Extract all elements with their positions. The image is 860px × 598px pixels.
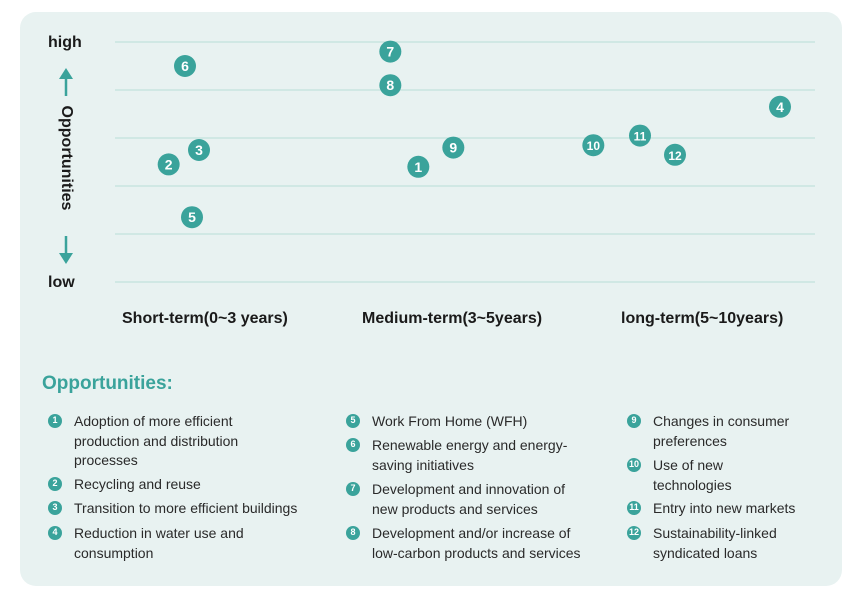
legend-number-badge: 8: [346, 526, 360, 540]
x-category-short: Short-term(0~3 years): [122, 310, 288, 327]
data-point-9: 9: [442, 136, 465, 159]
legend-number-badge: 11: [627, 501, 641, 515]
data-point-10: 10: [582, 134, 605, 157]
legend-item-4: 4 Reduction in water use and consumption: [48, 524, 244, 563]
legend-number-badge: 6: [346, 438, 360, 452]
data-point-marker: [174, 55, 196, 77]
data-point-marker: [181, 206, 203, 229]
x-category-medium: Medium-term(3~5years): [362, 310, 543, 327]
data-point-label: 6: [181, 58, 189, 74]
data-point-label: 4: [776, 99, 784, 115]
x-category-long: long-term(5~10years): [621, 310, 784, 327]
legend-item-10: 10 Use of new technologies: [627, 456, 732, 495]
legend-number-badge: 1: [48, 414, 62, 428]
legend-number-badge: 12: [627, 526, 641, 540]
legend-item-text: Renewable energy and energy- saving init…: [372, 437, 568, 473]
chart-panel: [20, 12, 842, 586]
legend-item-6: 6 Renewable energy and energy- saving ini…: [346, 436, 567, 475]
data-point-label: 10: [587, 139, 601, 153]
y-axis-title: Opportunities: [58, 105, 75, 211]
data-point-5: 5: [181, 206, 203, 229]
data-point-marker: [769, 95, 791, 118]
data-point-marker: [157, 153, 180, 176]
arrow-down-icon: [59, 253, 73, 264]
legend-number-badge: 5: [346, 414, 360, 428]
legend-number-badge: 4: [48, 526, 62, 540]
legend-number-badge: 7: [346, 482, 360, 496]
data-point-label: 12: [668, 149, 682, 163]
legend-item-11: 11 Entry into new markets: [627, 499, 795, 519]
legend-item-text: Adoption of more efficient production an…: [74, 413, 239, 468]
legend-item-2: 2 Recycling and reuse: [48, 475, 201, 495]
legend-number-badge: 2: [48, 477, 62, 491]
y-high-label: high: [48, 34, 82, 51]
legend-title: Opportunities:: [42, 373, 173, 394]
legend-item-text: Work From Home (WFH): [372, 413, 528, 429]
data-point-1: 1: [407, 155, 430, 178]
legend-item-text: Sustainability-linked syndicated loans: [653, 525, 777, 561]
legend-item-5: 5 Work From Home (WFH): [346, 412, 527, 432]
data-point-marker: [379, 74, 402, 97]
arrow-up-icon: [59, 68, 73, 79]
legend-item-9: 9 Changes in consumer preferences: [627, 412, 789, 451]
data-point-marker: [379, 40, 402, 63]
data-point-3: 3: [188, 139, 210, 161]
legend-item-8: 8 Development and/or increase of low-carb…: [346, 524, 581, 563]
legend-item-text: Use of new technologies: [653, 457, 732, 493]
data-point-6: 6: [174, 55, 196, 77]
legend-item-text: Development and innovation of new produc…: [372, 481, 566, 517]
data-point-8: 8: [379, 74, 402, 97]
data-point-marker: [188, 139, 210, 161]
legend-item-1: 1 Adoption of more efficient production a…: [48, 412, 238, 471]
data-point-marker: [582, 134, 605, 157]
legend-item-text: Transition to more efficient buildings: [74, 500, 298, 516]
legend-item-7: 7 Development and innovation of new produ…: [346, 480, 565, 519]
y-axis-arrows: [59, 68, 73, 264]
legend-item-text: Development and/or increase of low-carbo…: [372, 525, 581, 561]
data-point-11: 11: [629, 124, 651, 147]
data-point-12: 12: [664, 143, 686, 166]
legend-item-text: Entry into new markets: [653, 500, 796, 516]
data-point-label: 7: [386, 44, 394, 60]
data-point-label: 1: [414, 159, 422, 175]
data-point-label: 8: [386, 77, 394, 93]
data-point-marker: [664, 143, 686, 166]
legend-number-badge: 10: [627, 458, 641, 472]
data-point-marker: [629, 124, 651, 147]
data-point-label: 2: [165, 156, 173, 172]
legend-item-text: Recycling and reuse: [74, 476, 201, 492]
data-point-label: 9: [449, 140, 457, 156]
data-point-label: 3: [195, 142, 203, 158]
data-point-label: 5: [188, 209, 196, 225]
legend-number-badge: 3: [48, 501, 62, 515]
data-point-4: 4: [769, 95, 791, 118]
legend-item-12: 12 Sustainability-linked syndicated loans: [627, 524, 777, 563]
legend-number-badge: 9: [627, 414, 641, 428]
data-point-2: 2: [157, 153, 180, 176]
legend-item-text: Changes in consumer preferences: [653, 413, 790, 449]
data-point-7: 7: [379, 40, 402, 63]
y-low-label: low: [48, 274, 75, 291]
legend-item-3: 3 Transition to more efficient buildings: [48, 499, 297, 519]
legend-item-text: Reduction in water use and consumption: [74, 525, 244, 561]
data-point-marker: [407, 155, 430, 178]
data-point-marker: [442, 136, 465, 159]
data-point-label: 11: [634, 130, 647, 144]
